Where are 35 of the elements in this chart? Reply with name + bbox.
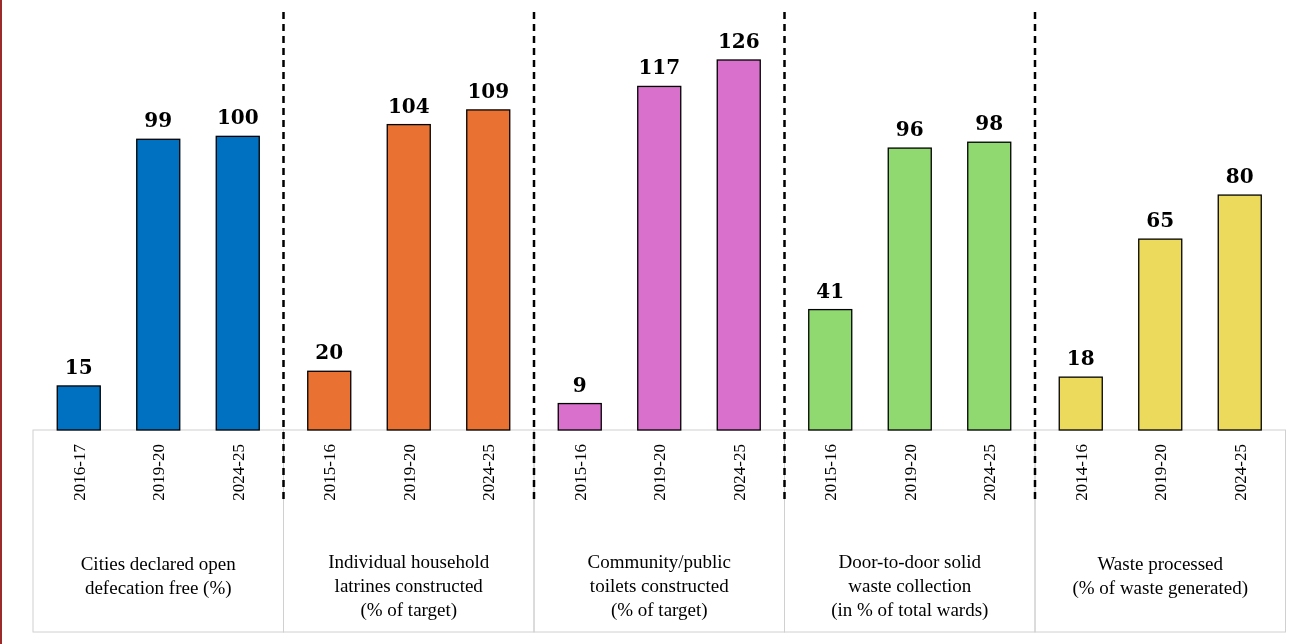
x-tick-label: 2015-16 xyxy=(570,444,590,501)
x-tick-label: 2019-20 xyxy=(1151,444,1171,501)
x-axis-title: Door-to-door solid waste collection (in % of total wards) xyxy=(831,551,989,621)
x-tick-label: 2014-16 xyxy=(1071,444,1091,501)
data-label: 98 xyxy=(975,111,1004,136)
x-tick-label: 2024-25 xyxy=(729,444,749,501)
x-axis-title: Community/public toilets constructed (% of target) xyxy=(587,551,732,621)
data-label: 9 xyxy=(572,372,587,397)
data-label: 65 xyxy=(1146,208,1175,233)
x-tick-label: 2024-25 xyxy=(228,444,248,501)
data-label: 15 xyxy=(64,354,93,379)
x-tick-label: 2024-25 xyxy=(479,444,499,501)
x-tick-label: 2019-20 xyxy=(900,444,920,501)
data-label: 99 xyxy=(144,108,173,133)
x-tick-label: 2015-16 xyxy=(821,444,841,501)
data-label: 18 xyxy=(1066,346,1095,371)
x-tick-label: 2024-25 xyxy=(1230,444,1250,501)
data-label: 20 xyxy=(315,340,344,365)
x-tick-label: 2019-20 xyxy=(149,444,169,501)
x-tick-label: 2024-25 xyxy=(980,444,1000,501)
x-tick-label: 2019-20 xyxy=(399,444,419,501)
data-label: 117 xyxy=(638,55,681,80)
x-axis-title: Cities declared open defecation free (%) xyxy=(80,553,237,599)
data-label: 80 xyxy=(1225,164,1254,189)
data-label: 100 xyxy=(216,105,259,130)
x-tick-label: 2016-17 xyxy=(69,443,89,501)
x-tick-label: 2015-16 xyxy=(320,444,340,501)
x-tick-label: 2019-20 xyxy=(650,444,670,501)
data-label: 41 xyxy=(816,278,845,303)
data-label: 126 xyxy=(717,29,760,53)
data-label: 109 xyxy=(467,78,510,103)
x-axis-title: Waste processed (% of waste generated) xyxy=(1072,553,1249,599)
data-label: 104 xyxy=(387,93,430,118)
data-label: 96 xyxy=(895,117,924,142)
x-axis-title: Individual household latrines constructed (% of target) xyxy=(328,551,490,621)
